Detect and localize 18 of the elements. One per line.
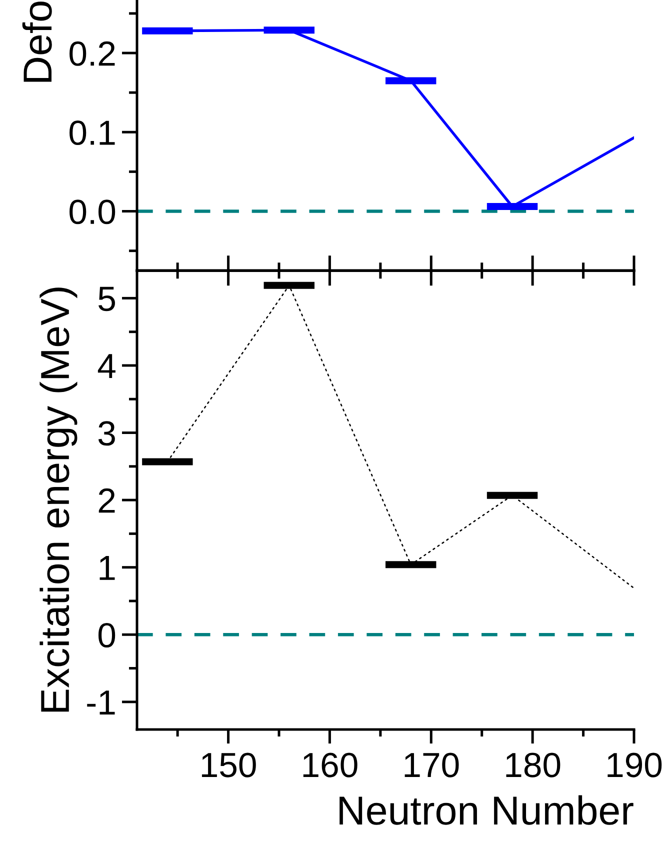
- y-tick-label: 0.0: [70, 200, 116, 224]
- x-tick-label: 190: [608, 752, 662, 778]
- y-tick-label: 1: [100, 556, 115, 580]
- y-tick-label: 0.1: [70, 120, 115, 146]
- x-tick-label: 150: [202, 752, 256, 778]
- x-axis-title: Neutron Number: [340, 795, 634, 825]
- y-tick-label: 5: [98, 286, 115, 312]
- x-tick-label: 160: [303, 752, 358, 778]
- y-tick-label: 0.2: [70, 41, 115, 66]
- y-tick-label: 3: [98, 421, 115, 446]
- y-axis-title: Defo: [22, 2, 52, 82]
- x-tick-label: 180: [506, 752, 560, 778]
- y-axis-title: Excitation energy (MeV): [40, 288, 78, 712]
- y-tick-label: 4: [98, 354, 116, 378]
- y-tick-label: -1: [87, 690, 115, 714]
- x-tick-label: 170: [404, 752, 459, 778]
- y-tick-label: 2: [98, 488, 115, 513]
- y-tick-label: 0: [98, 622, 116, 648]
